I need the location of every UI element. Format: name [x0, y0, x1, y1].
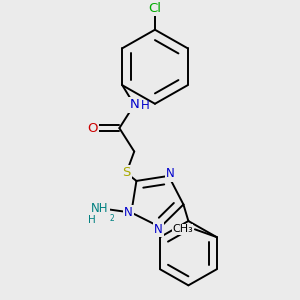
Text: O: O [87, 122, 98, 135]
Text: CH₃: CH₃ [172, 224, 193, 234]
Text: 2: 2 [110, 214, 114, 223]
Text: Cl: Cl [148, 2, 161, 15]
Text: N: N [166, 167, 175, 181]
Text: N: N [124, 206, 133, 219]
Text: S: S [122, 167, 130, 179]
Text: NH: NH [91, 202, 108, 215]
Text: N: N [129, 98, 139, 111]
Text: H: H [88, 215, 96, 225]
Text: H: H [141, 99, 150, 112]
Text: N: N [154, 223, 163, 236]
